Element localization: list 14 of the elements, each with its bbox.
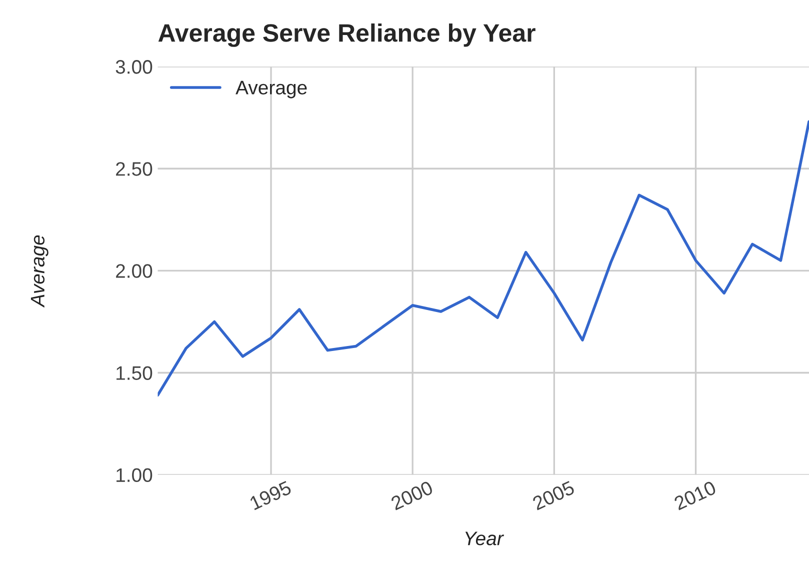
x-tick-label: 2010 — [673, 480, 717, 510]
line-series — [158, 120, 809, 397]
legend-label: Average — [236, 80, 307, 98]
x-axis-title: Year — [465, 532, 504, 546]
y-axis-title: Average — [30, 235, 48, 308]
x-tick-label: 2000 — [390, 480, 434, 510]
y-tick-label: 2.50 — [116, 162, 152, 176]
x-tick-label: 2005 — [532, 480, 576, 510]
chart-title: Average Serve Reliance by Year — [158, 23, 536, 47]
y-tick-label: 1.00 — [116, 468, 152, 482]
x-tick-label: 1995 — [249, 480, 292, 510]
y-tick-label: 1.50 — [116, 366, 152, 380]
y-tick-label: 3.00 — [116, 60, 152, 74]
y-tick-label: 2.00 — [116, 264, 152, 278]
